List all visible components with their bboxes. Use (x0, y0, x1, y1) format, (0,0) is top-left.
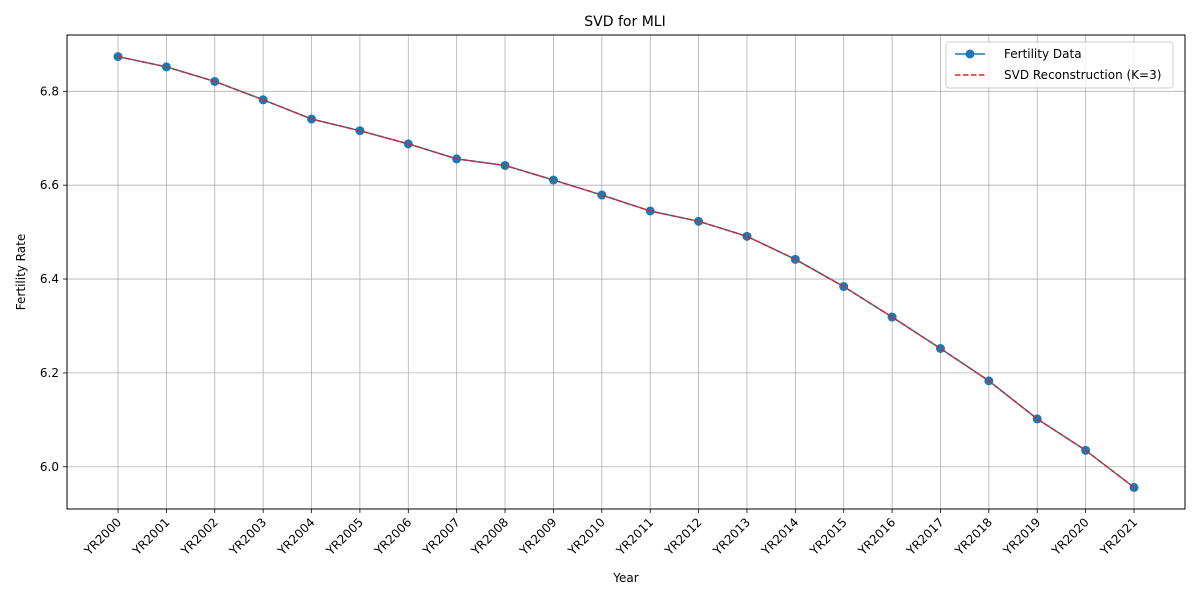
series-line-svd-reconstruction (117, 55, 1135, 489)
legend-box (945, 41, 1174, 89)
y-tick-label: 6.8 (40, 84, 59, 98)
data-point-fertility-data (403, 139, 413, 149)
y-tick-label: 6.2 (40, 366, 59, 380)
data-point-fertility-data (355, 126, 365, 136)
data-point-fertility-data (742, 231, 752, 241)
y-axis-title: Fertility Rate (14, 234, 28, 310)
legend-marker-fertility-data (965, 49, 975, 59)
plot-frame (66, 34, 1186, 510)
series-layer (113, 52, 1139, 492)
legend-label-fertility-data: Fertility Data (1004, 47, 1082, 61)
data-point-fertility-data (887, 312, 897, 322)
y-tick-label: 6.4 (40, 272, 59, 286)
data-point-fertility-data (548, 175, 558, 185)
y-tick-label: 6.0 (40, 460, 59, 474)
y-tick-label: 6.6 (40, 178, 59, 192)
x-axis-title: Year (612, 571, 638, 585)
legend-label-svd-reconstruction: SVD Reconstruction (K=3) (1004, 68, 1161, 82)
data-point-fertility-data (935, 343, 945, 353)
grid (67, 35, 1185, 509)
chart-title: SVD for MLI (584, 14, 665, 30)
legend: Fertility Data SVD Reconstruction (K=3) (945, 41, 1174, 89)
data-point-fertility-data (258, 95, 268, 105)
